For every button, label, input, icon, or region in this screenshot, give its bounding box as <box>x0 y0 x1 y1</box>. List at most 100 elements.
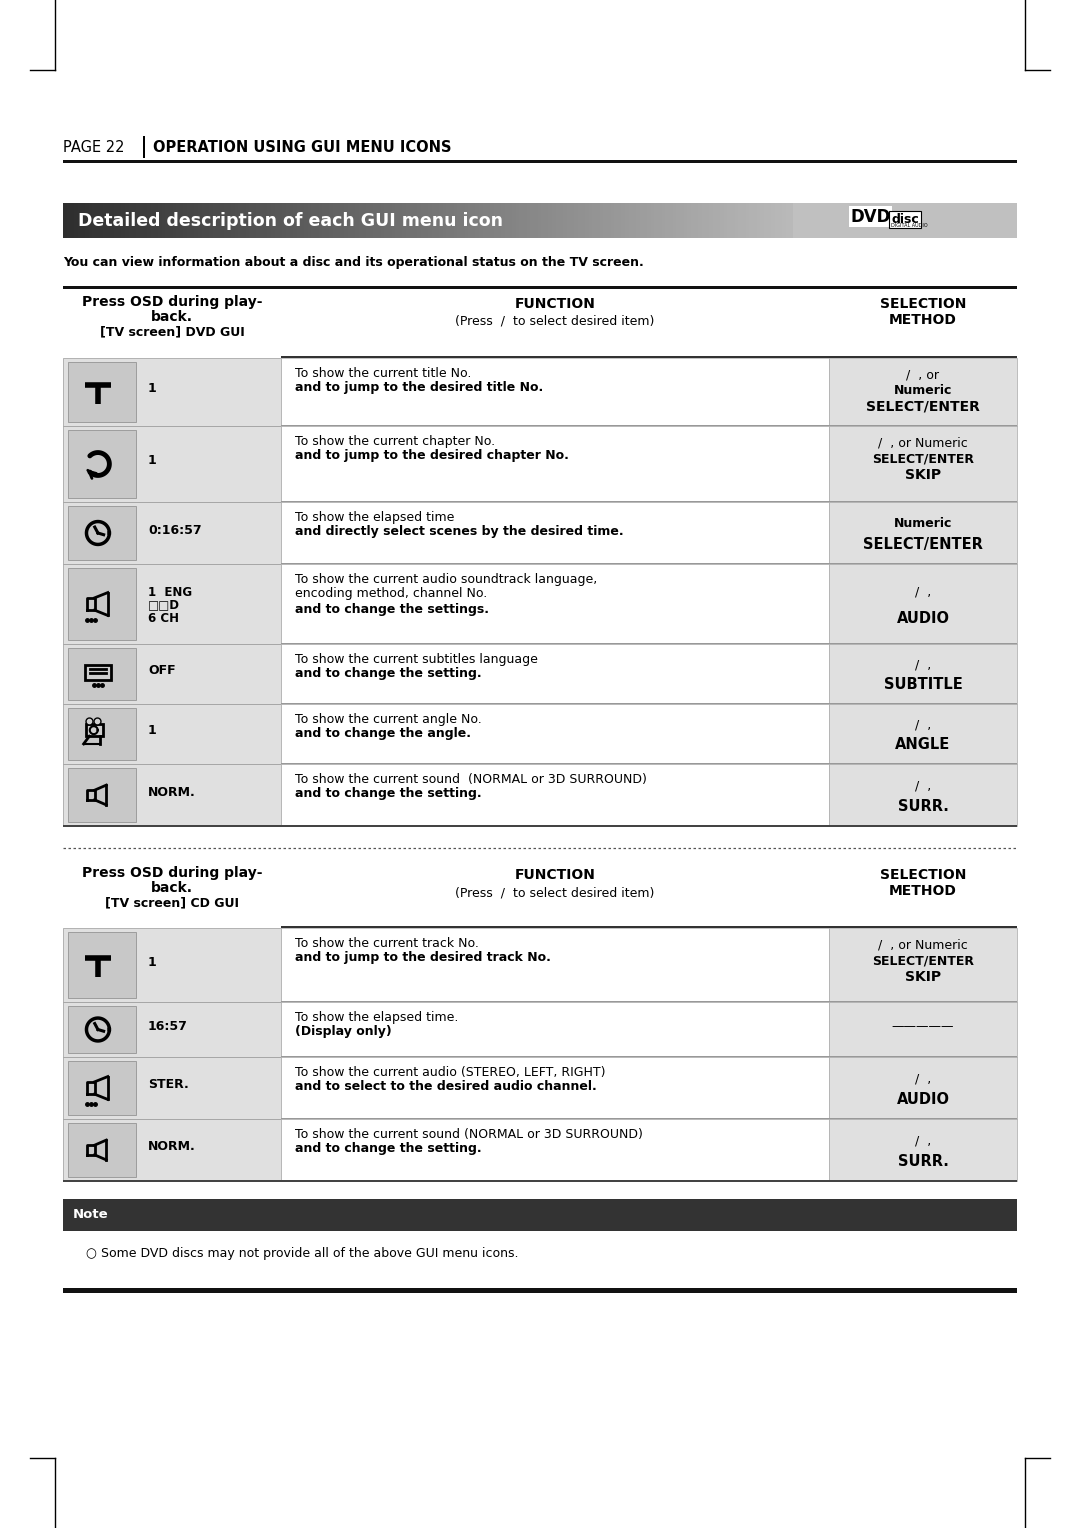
Bar <box>224 203 228 238</box>
Bar <box>133 203 137 238</box>
Text: ANGLE: ANGLE <box>895 738 950 752</box>
Bar <box>282 203 286 238</box>
Bar <box>70 203 75 238</box>
Bar <box>311 203 315 238</box>
Bar <box>380 203 386 238</box>
Bar <box>63 503 281 564</box>
Text: NORM.: NORM. <box>148 1140 195 1154</box>
Text: /  , or Numeric: / , or Numeric <box>878 938 968 950</box>
Text: 1: 1 <box>148 724 157 738</box>
Bar <box>734 203 739 238</box>
Text: To show the current track No.: To show the current track No. <box>295 937 478 950</box>
Bar <box>63 1118 281 1181</box>
Bar <box>114 203 119 238</box>
Bar <box>764 203 769 238</box>
Bar <box>351 203 356 238</box>
Text: 1: 1 <box>148 454 157 468</box>
Bar <box>205 203 210 238</box>
Bar <box>494 203 498 238</box>
Bar <box>366 203 370 238</box>
Bar <box>443 203 447 238</box>
Bar <box>315 203 320 238</box>
Bar <box>446 203 451 238</box>
Bar <box>391 203 396 238</box>
Text: and to jump to the desired chapter No.: and to jump to the desired chapter No. <box>295 449 569 461</box>
Bar <box>63 1288 1017 1293</box>
Text: /  , or: / , or <box>906 368 940 380</box>
Bar <box>549 203 553 238</box>
Bar <box>63 160 1017 163</box>
Text: and to change the settings.: and to change the settings. <box>295 604 489 616</box>
Bar <box>293 203 298 238</box>
Bar <box>829 564 1017 643</box>
Bar <box>285 203 291 238</box>
Bar <box>303 203 309 238</box>
Bar <box>750 203 754 238</box>
Bar <box>480 203 484 238</box>
Text: To show the current audio (STEREO, LEFT, RIGHT): To show the current audio (STEREO, LEFT,… <box>295 1067 606 1079</box>
Bar <box>428 203 433 238</box>
Bar <box>774 203 780 238</box>
Bar <box>435 203 440 238</box>
Text: Numeric: Numeric <box>894 384 953 397</box>
Bar <box>68 932 136 998</box>
Text: COMPACT: COMPACT <box>891 212 921 217</box>
Bar <box>274 203 280 238</box>
Bar <box>490 203 495 238</box>
Text: OPERATION USING GUI MENU ICONS: OPERATION USING GUI MENU ICONS <box>153 141 451 156</box>
Bar <box>710 203 714 238</box>
Bar <box>326 203 330 238</box>
Bar <box>129 203 133 238</box>
Bar <box>377 203 381 238</box>
Bar <box>216 203 221 238</box>
Bar <box>187 203 192 238</box>
Bar <box>281 1057 829 1118</box>
Text: (Press  /  to select desired item): (Press / to select desired item) <box>456 315 654 329</box>
Text: —————: ————— <box>892 1021 955 1033</box>
Bar <box>615 203 619 238</box>
Bar <box>438 203 444 238</box>
Bar <box>89 203 93 238</box>
Bar <box>279 203 283 238</box>
Bar <box>694 203 699 238</box>
Text: To show the current sound  (NORMAL or 3D SURROUND): To show the current sound (NORMAL or 3D … <box>295 773 647 785</box>
Text: METHOD: METHOD <box>889 885 957 898</box>
Text: Note: Note <box>73 1209 109 1221</box>
Text: DIGITAL AUDIO: DIGITAL AUDIO <box>891 223 928 228</box>
Bar <box>242 203 246 238</box>
Text: 1: 1 <box>148 382 157 396</box>
Text: [TV screen] CD GUI: [TV screen] CD GUI <box>105 895 239 909</box>
Text: Detailed description of each GUI menu icon: Detailed description of each GUI menu ic… <box>78 211 503 229</box>
Bar <box>139 203 145 238</box>
Bar <box>63 286 1017 289</box>
Bar <box>63 564 281 643</box>
Bar <box>147 203 151 238</box>
Text: 1: 1 <box>148 955 157 969</box>
Text: ○: ○ <box>85 1247 96 1261</box>
Text: /  ,: / , <box>915 718 931 732</box>
Text: SELECT/ENTER: SELECT/ENTER <box>863 536 983 552</box>
Text: back.: back. <box>151 882 193 895</box>
Text: FUNCTION: FUNCTION <box>514 868 595 882</box>
Bar <box>421 203 426 238</box>
Text: SELECT/ENTER: SELECT/ENTER <box>866 400 980 414</box>
Bar <box>409 203 415 238</box>
Bar <box>399 203 404 238</box>
Text: /  ,: / , <box>915 659 931 671</box>
Bar <box>281 927 829 1002</box>
Text: and to change the setting.: and to change the setting. <box>295 787 482 801</box>
Text: You can view information about a disc and its operational status on the TV scree: You can view information about a disc an… <box>63 257 644 269</box>
Bar <box>705 203 710 238</box>
Bar <box>713 203 717 238</box>
Text: and directly select scenes by the desired time.: and directly select scenes by the desire… <box>295 526 623 538</box>
Bar <box>592 203 597 238</box>
Bar <box>289 203 294 238</box>
Bar <box>202 203 206 238</box>
Bar <box>519 203 524 238</box>
Bar <box>104 203 108 238</box>
Bar <box>724 203 728 238</box>
Bar <box>687 203 692 238</box>
Bar <box>384 203 389 238</box>
Bar <box>249 203 254 238</box>
Bar <box>702 203 706 238</box>
